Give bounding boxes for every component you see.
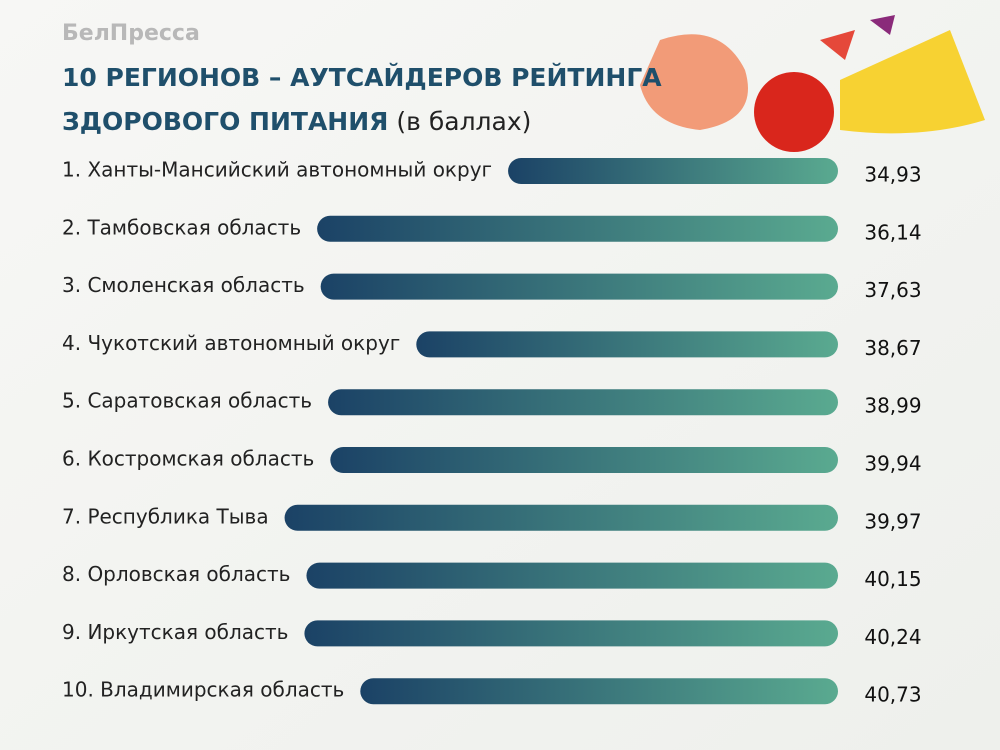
bar — [304, 620, 838, 647]
value-label: 37,63 — [864, 278, 921, 302]
category-label: 4. Чукотский автономный округ — [62, 331, 400, 355]
value-label: 40,15 — [864, 567, 921, 591]
bar — [416, 331, 838, 358]
bar — [306, 562, 838, 589]
brand: БелПресса — [62, 21, 200, 46]
value-label: 39,97 — [864, 509, 921, 533]
bar — [328, 389, 838, 416]
bar — [317, 215, 838, 242]
category-label: 7. Республика Тыва — [62, 504, 269, 528]
category-label: 3. Смоленская область — [62, 273, 305, 297]
category-label: 8. Орловская область — [62, 562, 290, 586]
value-label: 38,99 — [864, 394, 921, 418]
value-label: 40,24 — [864, 625, 921, 649]
decoration — [640, 15, 985, 152]
bar — [508, 158, 838, 184]
value-label: 39,94 — [864, 452, 921, 476]
chart-subtitle: (в баллах) — [396, 107, 531, 136]
bar — [330, 447, 838, 473]
chart-title: ЗДОРОВОГО ПИТАНИЯ (в баллах) — [62, 107, 531, 136]
category-label: 10. Владимирская область — [62, 678, 344, 702]
value-label: 38,67 — [864, 336, 921, 360]
value-label: 40,73 — [864, 683, 921, 707]
value-label: 36,14 — [864, 220, 921, 244]
bar — [320, 273, 838, 300]
category-label: 9. Иркутская область — [62, 620, 288, 644]
category-label: 5. Саратовская область — [62, 389, 312, 413]
chart-title: ЗДОРОВОГО ПИТАНИЯ — [62, 107, 388, 136]
category-label: 6. Костромская область — [62, 447, 314, 471]
bar — [360, 678, 838, 705]
value-label: 34,93 — [864, 163, 921, 187]
category-label: 2. Тамбовская область — [62, 215, 301, 239]
bar — [284, 504, 838, 531]
chart-title: 10 РЕГИОНОВ – АУТСАЙДЕРОВ РЕЙТИНГА — [62, 63, 662, 92]
category-label: 1. Ханты-Мансийский автономный округ — [62, 158, 492, 182]
